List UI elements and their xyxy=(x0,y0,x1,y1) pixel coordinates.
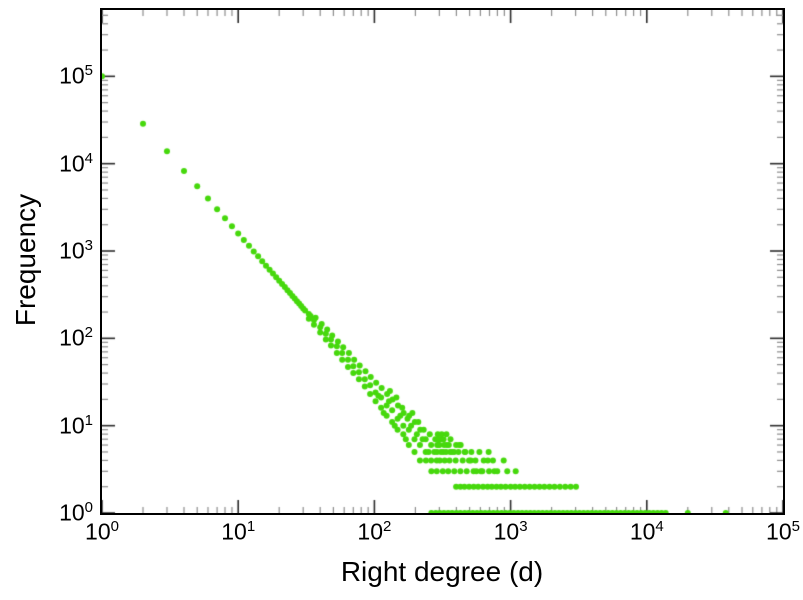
x-axis-title: Right degree (d) xyxy=(340,556,544,587)
y-axis-title: Frequency xyxy=(10,193,41,327)
y-tick-label: 103 xyxy=(59,237,93,264)
x-tick-label: 101 xyxy=(221,518,256,545)
y-tick-label: 105 xyxy=(59,62,93,90)
y-tick-label: 104 xyxy=(59,149,93,177)
y-tick-label: 101 xyxy=(59,411,93,439)
plot-area xyxy=(100,8,785,515)
y-tick-label: 100 xyxy=(59,499,93,526)
x-tick-label: 102 xyxy=(357,518,392,545)
x-tick-label: 100 xyxy=(85,518,119,545)
scatter-canvas xyxy=(102,10,783,513)
y-tick-label: 102 xyxy=(59,324,93,352)
x-tick-label: 103 xyxy=(493,518,528,545)
x-tick-label: 105 xyxy=(766,518,800,545)
x-tick-label: 104 xyxy=(629,518,664,545)
